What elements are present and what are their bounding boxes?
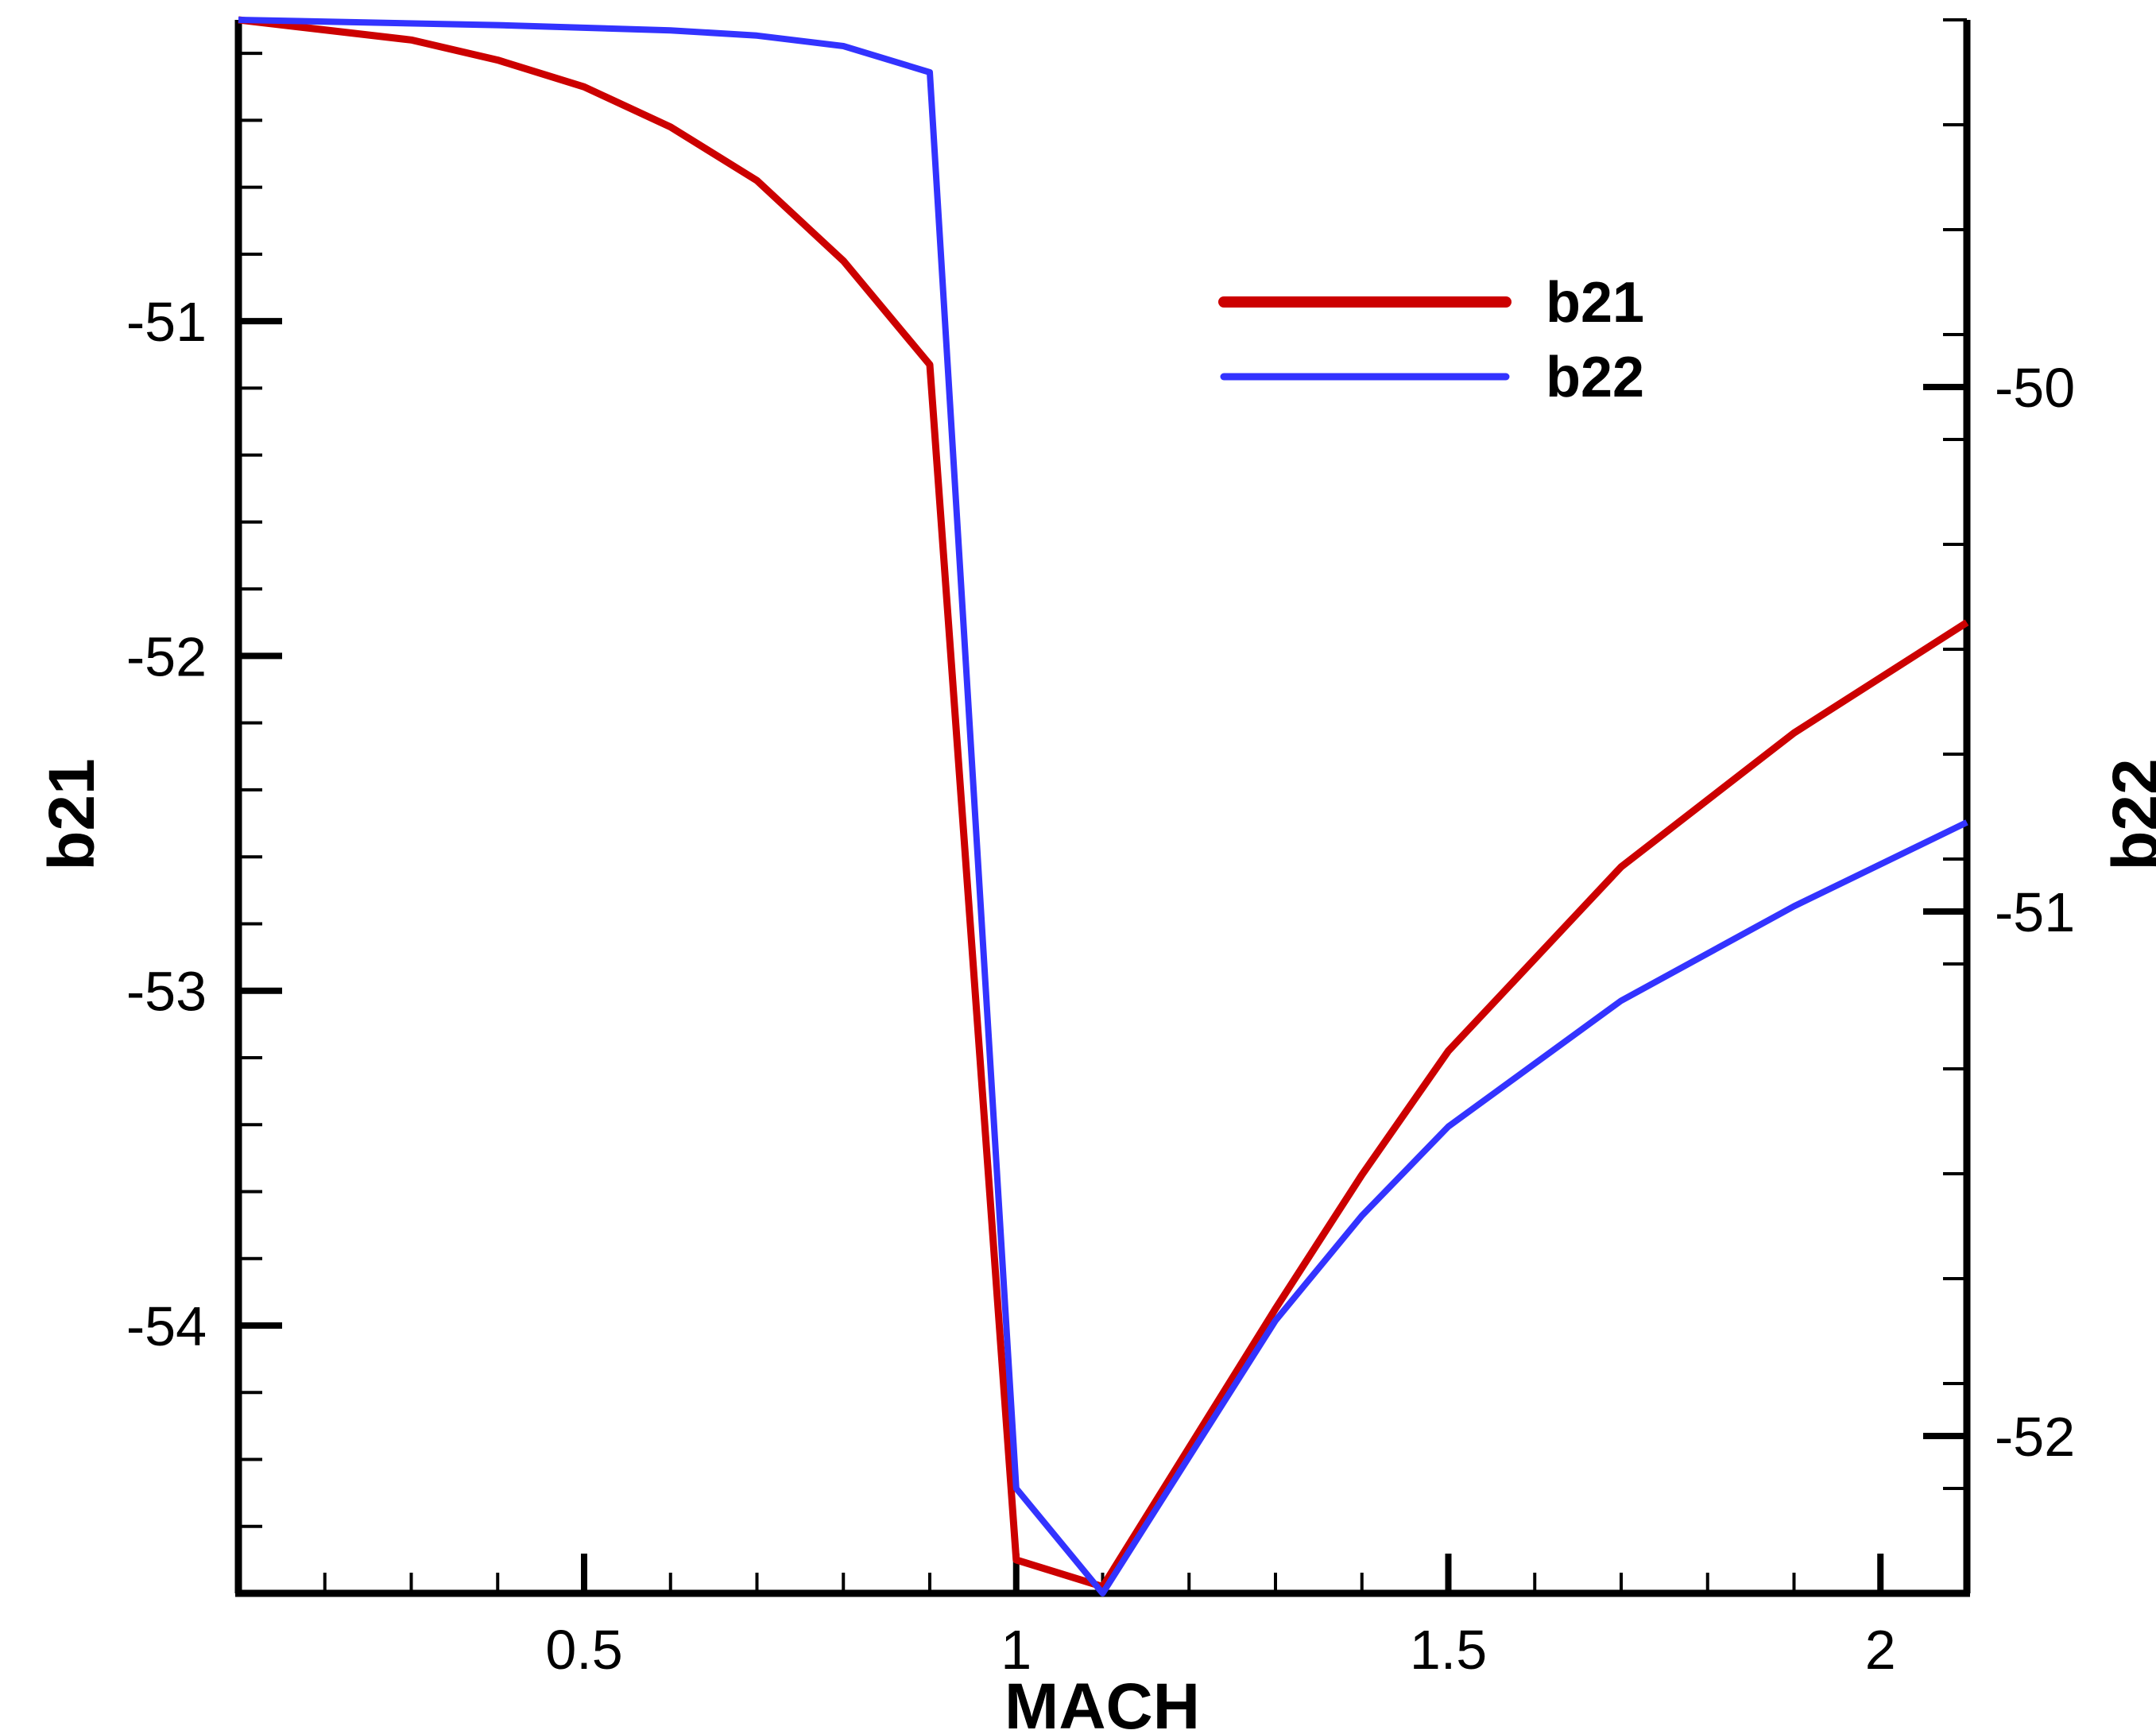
y-left-tick-label: -51 — [126, 291, 207, 353]
y-right-tick-label: -51 — [1995, 881, 2075, 943]
x-axis-title: MACH — [1004, 1670, 1200, 1734]
y-left-tick-label: -54 — [126, 1295, 207, 1357]
y-left-tick-label: -52 — [126, 625, 207, 687]
y-right-tick-label: -50 — [1995, 357, 2075, 419]
series-line-b22 — [238, 17, 1968, 1597]
y-right-tick-label: -52 — [1995, 1406, 2075, 1468]
ticks: 0.5 1 1.5 2 -51 -52 -53 -54 -50 -51 -52 — [126, 18, 2075, 1681]
left-y-axis-title: b21 — [36, 758, 108, 870]
axes — [234, 20, 1971, 1597]
series-lines — [238, 16, 1969, 1597]
y-left-tick-label: -53 — [126, 961, 207, 1023]
legend-label-b21: b21 — [1546, 271, 1644, 335]
x-tick-label: 2 — [1865, 1619, 1896, 1681]
x-tick-label: 0.5 — [545, 1619, 622, 1681]
x-tick-label: 1 — [1001, 1619, 1032, 1681]
right-y-axis-title: b22 — [2100, 758, 2156, 870]
legend: b21 b22 — [1218, 271, 1644, 409]
x-tick-label: 1.5 — [1410, 1619, 1487, 1681]
legend-label-b22: b22 — [1546, 346, 1644, 409]
series-line-b21 — [238, 16, 1969, 1591]
